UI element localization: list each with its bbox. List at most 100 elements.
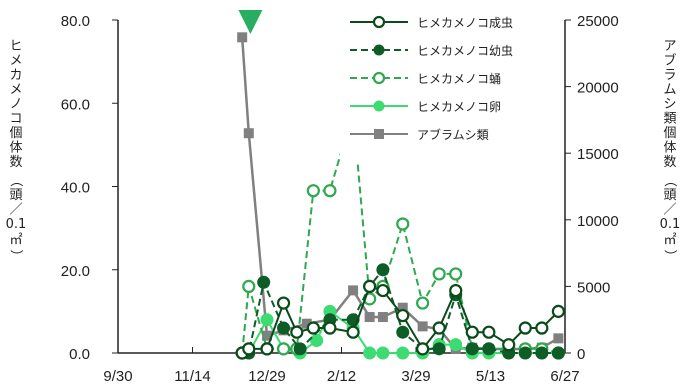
legend-swatch-marker bbox=[373, 44, 385, 56]
data-point-circle bbox=[449, 338, 463, 352]
legend-swatch-marker bbox=[374, 129, 384, 139]
legend-swatch-marker bbox=[372, 15, 386, 29]
data-point-circle bbox=[290, 325, 304, 339]
left-y-tick-label: 80.0 bbox=[61, 13, 90, 30]
data-point-circle bbox=[502, 338, 516, 352]
axis-title-char: 類 bbox=[663, 112, 676, 127]
axis-title-char: ） bbox=[662, 249, 677, 262]
axis-title-char: 体 bbox=[663, 141, 676, 156]
data-point-square bbox=[348, 285, 359, 296]
left-y-tick-label: 60.0 bbox=[61, 96, 90, 113]
marker-triangle-icon bbox=[238, 10, 263, 34]
data-point-circle bbox=[416, 342, 430, 356]
axis-title-char: メ bbox=[9, 83, 22, 98]
data-point-circle bbox=[432, 267, 446, 281]
data-point-circle bbox=[396, 346, 410, 360]
data-point-circle bbox=[323, 321, 337, 335]
data-point-circle bbox=[277, 321, 291, 335]
x-tick-label: 5/13 bbox=[476, 368, 505, 385]
data-point-square bbox=[417, 321, 428, 332]
data-point-circle bbox=[323, 184, 337, 198]
data-point-square bbox=[364, 312, 375, 323]
legend-entry-label: ヒメカメノコ蛹 bbox=[417, 72, 501, 86]
data-point-square bbox=[301, 318, 312, 329]
axis-title-char: カ bbox=[9, 68, 22, 83]
x-tick-label: 3/29 bbox=[401, 368, 430, 385]
legend-entry-label: アブラムシ類 bbox=[417, 127, 489, 142]
axis-title-unit: 0.1 bbox=[660, 217, 681, 232]
axis-title-char: ） bbox=[8, 249, 23, 262]
right-y-tick-label: 20000 bbox=[577, 80, 619, 97]
data-point-circle bbox=[396, 308, 410, 323]
data-point-circle bbox=[306, 184, 320, 198]
axis-title-char: 体 bbox=[9, 141, 22, 156]
legend-swatch-marker bbox=[373, 100, 385, 112]
axis-title-char: ラ bbox=[663, 68, 676, 83]
right-y-tick-label: 15000 bbox=[577, 146, 619, 163]
right-y-tick-label: 0 bbox=[577, 346, 585, 363]
legend-entry-label: ヒメカメノコ幼虫 bbox=[417, 44, 513, 58]
axis-title-char: ア bbox=[663, 39, 676, 54]
data-point-circle bbox=[396, 325, 410, 339]
data-point-circle bbox=[465, 325, 479, 339]
axis-title-char: 個 bbox=[9, 126, 22, 141]
left-y-tick-label: 20.0 bbox=[61, 263, 90, 280]
data-point-circle bbox=[242, 279, 256, 293]
legend-entry-label: ヒメカメノコ成虫 bbox=[417, 16, 513, 30]
axis-title-char: 数 bbox=[9, 155, 22, 170]
axis-title-char: ／ bbox=[9, 203, 22, 218]
data-point-circle bbox=[363, 346, 377, 360]
x-tick-label: 12/29 bbox=[248, 368, 286, 385]
data-point-circle bbox=[376, 263, 390, 277]
axis-title-char: ム bbox=[663, 83, 676, 98]
data-point-circle bbox=[306, 321, 320, 335]
data-point-circle bbox=[293, 342, 307, 356]
left-y-tick-label: 0.0 bbox=[69, 346, 90, 363]
right-y-tick-label: 5000 bbox=[577, 279, 610, 296]
data-point-circle bbox=[363, 279, 377, 293]
data-point-circle bbox=[376, 346, 390, 360]
data-point-circle bbox=[396, 217, 410, 231]
data-point-circle bbox=[535, 346, 549, 360]
series-layer bbox=[235, 10, 565, 360]
data-point-circle bbox=[260, 313, 274, 327]
data-point-square bbox=[262, 330, 272, 341]
data-point-circle bbox=[276, 342, 291, 356]
left-y-tick-label: 40.0 bbox=[61, 180, 90, 197]
axis-title-char: 頭 bbox=[9, 188, 22, 203]
x-tick-label: 2/12 bbox=[327, 368, 356, 385]
data-point-circle bbox=[310, 334, 324, 348]
right-y-tick-label: 10000 bbox=[577, 213, 619, 230]
axis-title-unit: ㎡ bbox=[9, 233, 22, 248]
data-point-circle bbox=[482, 325, 496, 339]
x-tick-label: 6/27 bbox=[550, 368, 579, 385]
data-point-circle bbox=[276, 296, 291, 310]
right-y-tick-label: 25000 bbox=[577, 13, 619, 30]
data-point-square bbox=[377, 312, 388, 323]
axis-title-char: ヒ bbox=[9, 39, 22, 54]
legend-swatch-marker bbox=[372, 71, 386, 85]
data-point-circle bbox=[432, 321, 446, 335]
data-point-square bbox=[397, 302, 408, 313]
legend-entry-label: ヒメカメノコ卵 bbox=[417, 100, 501, 114]
axis-title-char: ノ bbox=[9, 97, 22, 112]
data-point-circle bbox=[376, 283, 390, 298]
data-point-circle bbox=[482, 342, 496, 356]
data-point-square bbox=[243, 128, 254, 139]
data-point-square bbox=[553, 333, 564, 344]
axis-title-char: 個 bbox=[663, 126, 676, 141]
axes: 9/30 11/14 12/29 2/12 3/29 5/13 6/27 0.0 20.0 40.… bbox=[61, 13, 619, 385]
axis-title-char: メ bbox=[9, 54, 22, 69]
data-point-circle bbox=[551, 304, 565, 318]
axis-title-unit: ㎡ bbox=[663, 233, 676, 248]
axis-title-char: ブ bbox=[663, 53, 676, 69]
axis-title-char: （ bbox=[8, 174, 23, 187]
data-point-circle bbox=[449, 267, 463, 281]
axis-title-char: 数 bbox=[663, 155, 676, 170]
data-point-circle bbox=[518, 321, 532, 335]
